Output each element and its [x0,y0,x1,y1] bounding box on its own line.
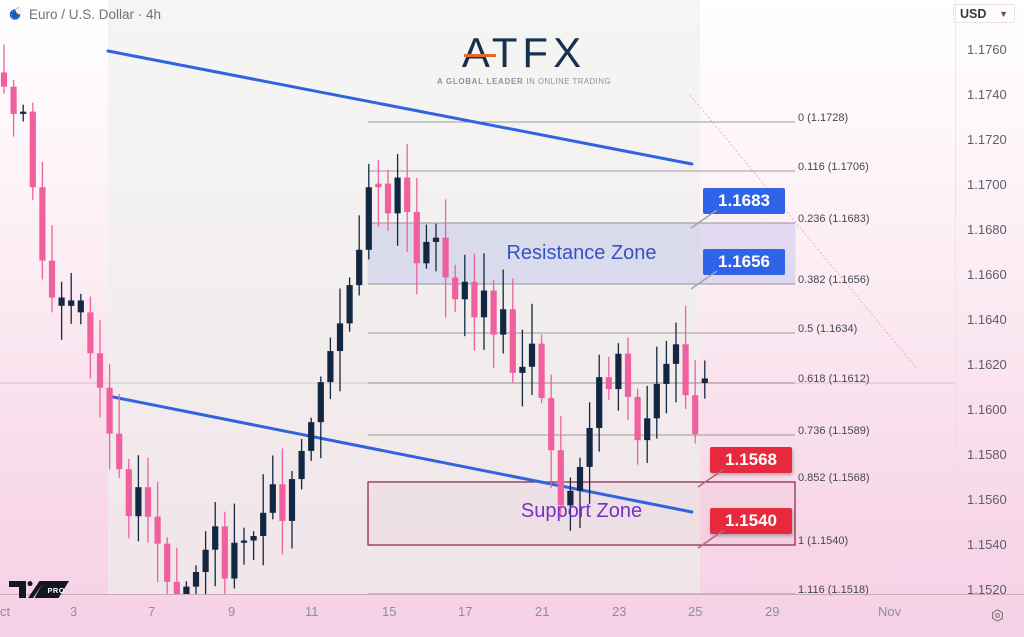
svg-text:PRO: PRO [48,586,66,595]
